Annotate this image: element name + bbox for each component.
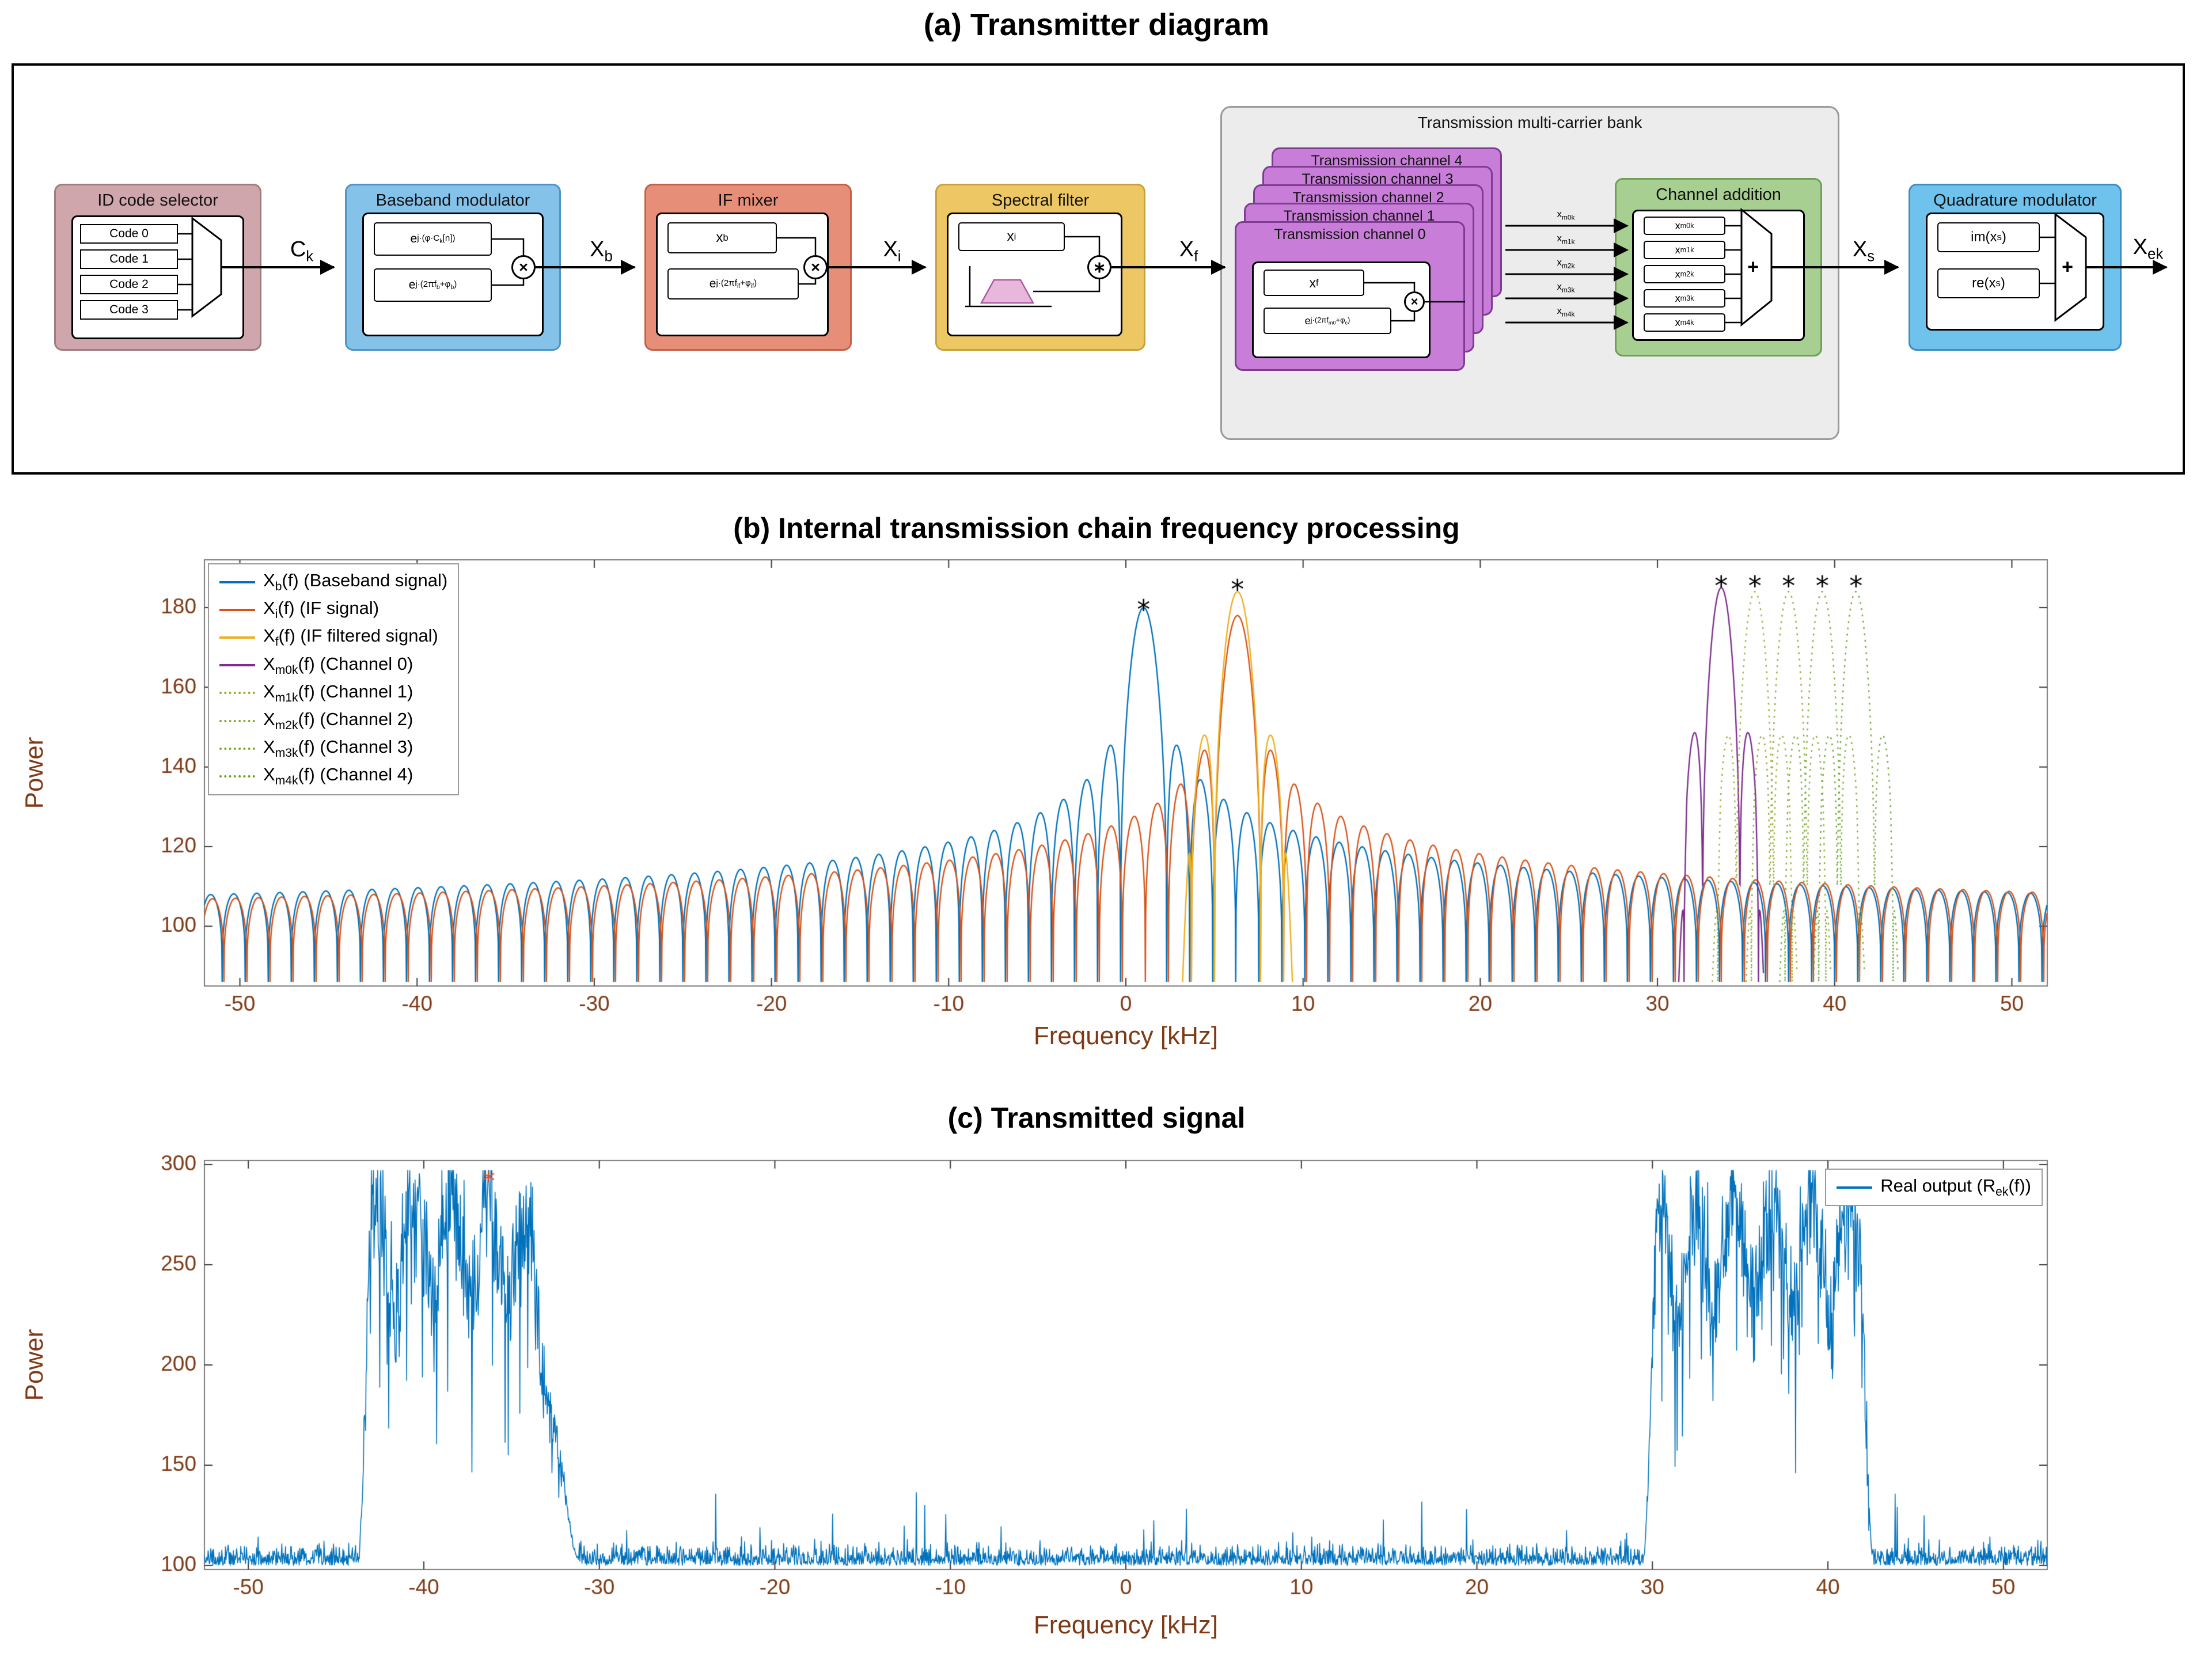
quadrature-real: re(x s): [1937, 268, 2040, 298]
legend-item: Real output (Rek(f)): [1837, 1175, 2031, 1199]
signal-label-xs: Xs: [1852, 237, 1875, 265]
legend-label: Xm1k(f) (Channel 1): [263, 681, 413, 704]
card-label: Transmission channel 0: [1274, 226, 1426, 242]
panel-c-ylabel: Power: [20, 1329, 48, 1401]
tap-label: xm3k: [1557, 281, 1575, 294]
legend-line-sample: [219, 775, 255, 778]
panel-a-title: (a) Transmitter diagram: [923, 7, 1270, 42]
legend-label: Xm2k(f) (Channel 2): [263, 708, 413, 733]
transmitted-signal-canvas: [0, 1143, 2193, 1610]
signal-label-ck: Ck: [290, 237, 314, 265]
panel-b-xlabel: Frequency [kHz]: [1033, 1022, 1219, 1050]
legend-item: Xi(f) (IF signal): [219, 598, 447, 621]
panel-c-legend: Real output (Rek(f)): [1825, 1169, 2043, 1207]
legend-label: Xf(f) (IF filtered signal): [263, 625, 438, 649]
if-mixer-oscillator: e j·(2πfif+φif): [667, 268, 799, 299]
baseband-formula-1: e j·(φ·Ck[n]): [374, 222, 492, 256]
panel-c-chart: Power Frequency [kHz] Real output (Rek(f…: [0, 1143, 2193, 1650]
legend-item: Xm3k(f) (Channel 3): [219, 737, 447, 760]
legend-label: Xm4k(f) (Channel 4): [263, 764, 413, 788]
legend-label: Xi(f) (IF signal): [263, 598, 380, 621]
block-label: ID code selector: [97, 191, 218, 210]
multiplier-icon: ×: [511, 255, 536, 279]
multiplier-icon: ×: [1404, 291, 1425, 312]
code-option: Code 0: [80, 224, 178, 244]
panel-b-chart: Power Frequency [kHz] Xb(f) (Baseband si…: [0, 548, 2193, 1055]
addition-input: x m0k: [1644, 217, 1725, 235]
code-option: Code 3: [80, 300, 178, 320]
block-label: IF mixer: [718, 191, 779, 210]
adder-icon: +: [2062, 256, 2073, 278]
legend-line-sample: [219, 747, 255, 750]
quadrature-imag: im(x s): [1937, 222, 2040, 252]
signal-label-xb: Xb: [590, 237, 613, 265]
legend-label: Real output (Rek(f)): [1880, 1175, 2031, 1199]
legend-item: Xm4k(f) (Channel 4): [219, 764, 447, 788]
legend-line-sample: [219, 692, 255, 695]
legend-line-sample: [1837, 1186, 1873, 1189]
legend-line-sample: [219, 636, 255, 639]
panel-b-ylabel: Power: [20, 737, 48, 809]
signal-label-xf: Xf: [1179, 237, 1198, 265]
signal-label-xi: Xi: [883, 237, 901, 265]
channel0-oscillator: e j·(2πfm0+φc): [1264, 308, 1391, 334]
bank-label: Transmission multi-carrier bank: [1417, 113, 1642, 131]
legend-item: Xm0k(f) (Channel 0): [219, 654, 447, 677]
legend-label: Xb(f) (Baseband signal): [263, 570, 448, 594]
block-label: Quadrature modulator: [1933, 191, 2097, 210]
block-label: Baseband modulator: [375, 191, 530, 210]
block-label: Channel addition: [1656, 185, 1781, 204]
legend-item: Xm1k(f) (Channel 1): [219, 681, 447, 705]
legend-item: Xm2k(f) (Channel 2): [219, 709, 447, 733]
tap-label: xm2k: [1557, 257, 1575, 270]
legend-label: Xm0k(f) (Channel 0): [263, 653, 413, 677]
tap-label: xm1k: [1557, 233, 1575, 246]
panel-c-xlabel: Frequency [kHz]: [1033, 1611, 1219, 1639]
legend-item: Xb(f) (Baseband signal): [219, 570, 447, 594]
baseband-formula-2: e j·(2πfb+φb): [374, 268, 492, 302]
block-label: Spectral filter: [991, 191, 1090, 210]
tap-label: xm0k: [1557, 208, 1575, 222]
addition-input: x m1k: [1644, 241, 1725, 259]
code-option: Code 1: [80, 249, 178, 269]
signal-label-xek: Xek: [2133, 235, 2164, 263]
legend-line-sample: [219, 719, 255, 722]
addition-input: x m4k: [1644, 313, 1725, 332]
legend-line-sample: [219, 608, 255, 611]
addition-input: x m2k: [1644, 265, 1725, 283]
tap-label: xm4k: [1557, 305, 1575, 318]
legend-line-sample: [219, 581, 255, 583]
panel-b-title: (b) Internal transmission chain frequenc…: [733, 512, 1460, 544]
legend-label: Xm3k(f) (Channel 3): [263, 737, 413, 760]
legend-line-sample: [219, 664, 255, 667]
multiplier-icon: ×: [803, 255, 828, 279]
code-option: Code 2: [80, 275, 178, 294]
addition-input: x m3k: [1644, 289, 1725, 308]
transmitter-diagram: Transmission multi-carrier bank Transmis…: [12, 63, 2185, 475]
adder-icon: +: [1747, 256, 1759, 278]
panel-b-legend: Xb(f) (Baseband signal) Xi(f) (IF signal)…: [208, 563, 460, 795]
panel-c-title: (c) Transmitted signal: [947, 1102, 1246, 1134]
legend-item: Xf(f) (IF filtered signal): [219, 625, 447, 649]
convolution-icon: ∗: [1087, 255, 1111, 279]
